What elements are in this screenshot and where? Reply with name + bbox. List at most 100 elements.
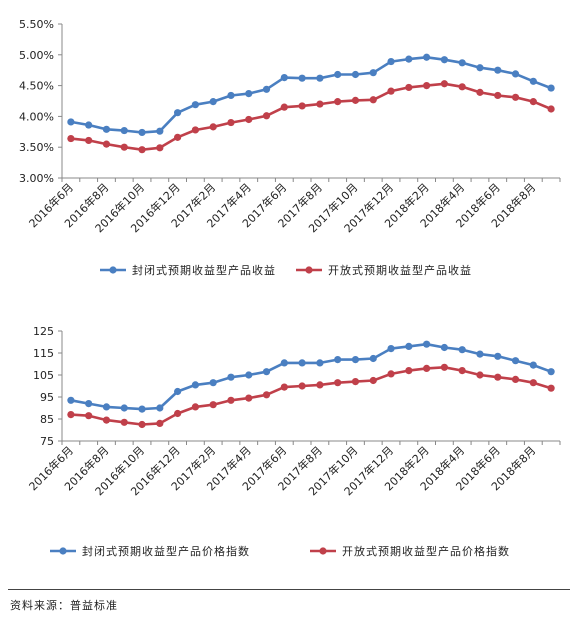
y-tick-label: 4.50% <box>19 80 54 93</box>
data-point <box>547 368 555 376</box>
data-point <box>245 90 253 98</box>
data-point <box>511 375 520 383</box>
data-point <box>494 373 502 381</box>
data-point <box>138 146 146 154</box>
legend-label: 封闭式预期收益型产品价格指数 <box>82 544 250 558</box>
data-point <box>67 134 75 143</box>
data-point <box>120 404 128 412</box>
data-point <box>174 387 182 396</box>
data-point <box>280 359 288 367</box>
data-point <box>156 127 164 135</box>
data-point <box>280 103 288 111</box>
y-tick-label: 95 <box>40 391 54 404</box>
data-point <box>423 364 431 372</box>
data-point <box>511 93 520 101</box>
data-point <box>85 121 93 129</box>
data-point <box>334 379 342 387</box>
data-point <box>227 373 235 381</box>
data-point <box>494 352 502 360</box>
series-line <box>70 365 552 426</box>
y-tick-label: 3.00% <box>19 172 54 185</box>
data-point <box>529 77 537 85</box>
data-point <box>156 144 164 152</box>
data-point <box>511 70 520 78</box>
data-point <box>191 381 199 389</box>
data-point <box>280 73 288 82</box>
data-point <box>387 345 395 353</box>
data-point <box>476 350 484 358</box>
data-point <box>423 82 431 90</box>
data-point <box>209 401 217 409</box>
data-point <box>209 123 217 131</box>
data-point <box>440 343 448 352</box>
legend-label: 开放式预期收益型产品价格指数 <box>342 544 510 558</box>
data-point <box>85 400 93 408</box>
data-point <box>547 84 555 92</box>
data-point <box>227 118 235 127</box>
data-point <box>227 91 235 100</box>
data-point <box>458 346 466 354</box>
data-point <box>191 403 199 411</box>
data-point <box>67 411 75 419</box>
data-point <box>511 357 520 365</box>
data-point <box>102 403 111 411</box>
data-point <box>387 57 395 66</box>
data-point <box>298 102 306 110</box>
data-point <box>120 418 128 426</box>
data-point <box>423 53 431 61</box>
data-point <box>334 356 342 364</box>
data-point <box>209 379 217 387</box>
data-point <box>405 342 413 350</box>
price-index-line-chart: 7585951051151252016年6月2016年8月2016年10月201… <box>26 325 561 558</box>
data-point <box>120 126 128 135</box>
data-point <box>298 74 306 82</box>
data-point <box>262 112 271 120</box>
data-point <box>174 409 182 418</box>
data-point <box>351 96 360 104</box>
data-point <box>494 66 502 74</box>
data-point <box>405 367 413 375</box>
data-point <box>547 105 555 113</box>
data-point <box>67 396 75 404</box>
data-point <box>405 55 413 63</box>
data-point <box>387 370 395 378</box>
data-point <box>102 140 111 148</box>
source-note: 资料来源：普益标准 <box>10 599 118 612</box>
legend-swatch-marker <box>59 547 67 555</box>
data-point <box>245 394 253 402</box>
data-point <box>369 96 377 104</box>
data-point <box>245 115 253 124</box>
data-point <box>280 383 288 391</box>
data-point <box>351 356 360 364</box>
data-point <box>369 354 377 363</box>
legend-label: 封闭式预期收益型产品收益 <box>132 263 276 277</box>
data-point <box>458 59 466 67</box>
data-point <box>476 88 484 96</box>
data-point <box>138 405 146 413</box>
data-point <box>316 381 324 389</box>
data-point <box>369 69 377 77</box>
data-point <box>494 91 502 100</box>
data-point <box>387 87 395 95</box>
data-point <box>476 371 484 379</box>
series-line <box>70 342 552 411</box>
data-point <box>156 404 164 412</box>
series-line <box>70 82 552 151</box>
y-tick-label: 125 <box>33 325 54 338</box>
data-point <box>423 340 431 348</box>
data-point <box>529 98 537 106</box>
legend-label: 开放式预期收益型产品收益 <box>328 263 472 277</box>
data-point <box>334 98 342 106</box>
data-point <box>529 361 537 369</box>
data-point <box>120 143 128 151</box>
y-tick-label: 85 <box>40 413 54 426</box>
y-tick-label: 3.50% <box>19 141 54 154</box>
data-point <box>547 384 555 392</box>
data-point <box>405 83 413 92</box>
y-tick-label: 5.00% <box>19 49 54 62</box>
data-point <box>369 376 377 385</box>
data-point <box>174 133 182 141</box>
data-point <box>529 379 537 387</box>
yield-line-chart: 3.00%3.50%4.00%4.50%5.00%5.50%2016年6月201… <box>19 18 561 277</box>
y-tick-label: 115 <box>33 347 54 360</box>
